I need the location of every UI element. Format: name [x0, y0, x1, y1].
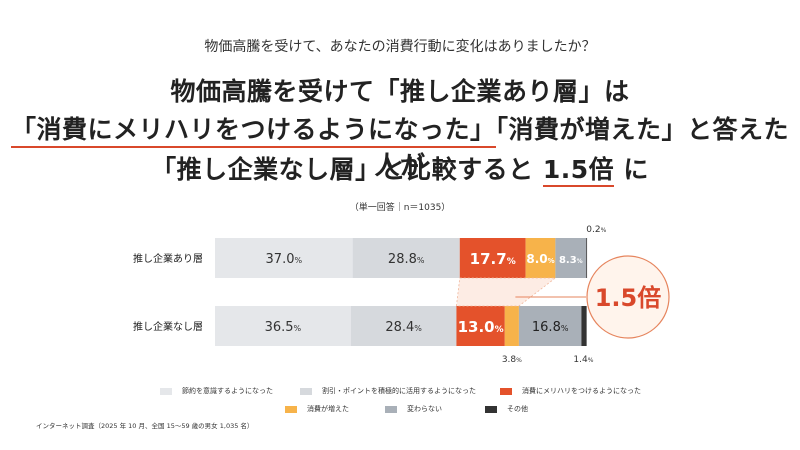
bar-segment — [352, 238, 460, 278]
data-label: 28.8% — [388, 252, 425, 267]
legend-swatch — [385, 405, 397, 413]
legend-item: 節約を意識するようになった — [160, 386, 273, 396]
bar-segment — [518, 306, 582, 346]
footnote: インターネット調査（2025 年 10 月、全国 15〜59 歳の男女 1,03… — [36, 422, 254, 430]
bar-segment — [215, 306, 351, 346]
survey-question: 物価高騰を受けて、あなたの消費行動に変化はありましたか？ — [204, 39, 596, 55]
legend-label: 消費にメリハリをつけるようになった — [522, 387, 641, 395]
legend-swatch — [485, 405, 497, 413]
bar-segment — [581, 306, 587, 346]
category-label: 推し企業なし層 — [133, 320, 203, 333]
legend-item: 割引・ポイントを積極的に活用するようになった — [300, 386, 476, 396]
data-label: 8.0% — [526, 252, 554, 266]
legend-label: その他 — [507, 405, 528, 413]
headline-line-3-end: に — [623, 155, 649, 184]
data-label: 28.4% — [385, 320, 422, 335]
data-label: 13.0% — [458, 318, 504, 336]
headline-highlight-ratio: 1.5倍 — [542, 155, 615, 187]
data-label: 3.8% — [502, 355, 522, 365]
data-label: 36.5% — [265, 320, 302, 335]
sample-note: （単一回答｜n＝1035） — [349, 203, 451, 213]
bar-segment — [215, 238, 353, 278]
data-label: 0.2% — [586, 225, 606, 235]
legend-swatch — [500, 387, 512, 395]
highlight-connector — [455, 277, 557, 307]
legend-label: 変わらない — [407, 405, 442, 413]
bar-segment — [459, 238, 526, 278]
legend-swatch — [285, 405, 297, 413]
legend-label: 消費が増えた — [307, 405, 349, 413]
bar-segment — [350, 306, 457, 346]
data-label: 16.8% — [532, 320, 569, 335]
legend-item: その他 — [485, 404, 528, 414]
data-label: 17.7% — [470, 250, 516, 268]
bar-segment — [586, 238, 588, 278]
legend-swatch — [300, 387, 312, 395]
data-label: 8.3% — [559, 255, 583, 266]
headline-line-3-text: 「推し企業なし層」と比較すると — [151, 155, 534, 184]
legend-item: 変わらない — [385, 404, 442, 414]
legend-swatch — [160, 387, 172, 395]
category-label: 推し企業あり層 — [133, 252, 203, 265]
legend-item: 消費が増えた — [285, 404, 349, 414]
headline-line-3: 「推し企業なし層」と比較すると 1.5倍 に — [0, 150, 800, 187]
bar-segment — [456, 306, 505, 346]
legend-item: 消費にメリハリをつけるようになった — [500, 386, 641, 396]
legend-label: 節約を意識するようになった — [182, 387, 273, 395]
headline-line-1: 物価高騰を受けて「推し企業あり層」は — [170, 77, 630, 106]
headline-line-2-rest: 「消費が増えた」と答えた人が — [374, 115, 790, 180]
headline-emphasis-1: 「消費にメリハリをつけるようになった」 — [10, 115, 496, 148]
legend-label: 割引・ポイントを積極的に活用するようになった — [322, 387, 476, 395]
headline-line-2: 「消費にメリハリをつけるようになった」「消費が増えた」と答えた人が — [0, 110, 800, 182]
callout-ratio: 1.5倍 — [595, 284, 662, 312]
bar-segment — [504, 306, 519, 346]
bar-segment — [555, 238, 587, 278]
data-label: 1.4% — [573, 355, 593, 365]
data-label: 37.0% — [266, 252, 303, 267]
bar-segment — [525, 238, 556, 278]
callout-circle — [586, 255, 670, 339]
